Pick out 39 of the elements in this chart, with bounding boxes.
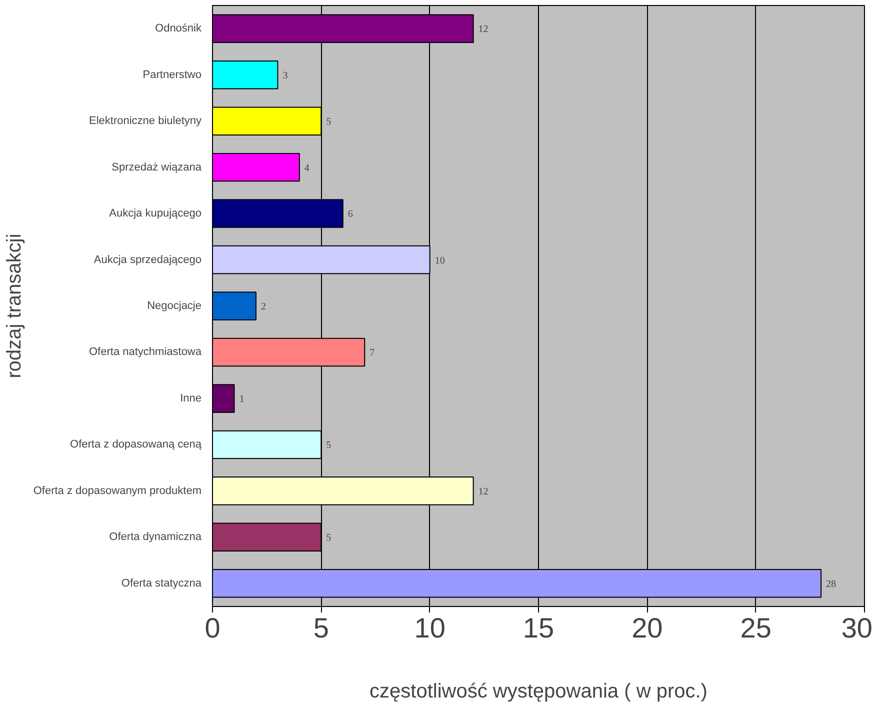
y-tick-label: Aukcja sprzedającego bbox=[94, 254, 202, 266]
data-label: 12 bbox=[478, 486, 488, 498]
data-label: 6 bbox=[348, 209, 353, 220]
y-tick-label: Negocjacje bbox=[147, 300, 202, 312]
y-tick-label: Inne bbox=[180, 392, 202, 404]
data-label: 2 bbox=[260, 302, 266, 312]
y-tick-label: Oferta natychmiastowa bbox=[89, 346, 202, 358]
data-label: 1 bbox=[239, 394, 244, 405]
y-tick-label: Oferta statyczna bbox=[121, 577, 202, 590]
data-label: 28 bbox=[826, 578, 836, 590]
bar bbox=[212, 60, 278, 90]
y-tick-label: Oferta z dopasowanym produktem bbox=[33, 484, 202, 497]
y-tick-label: Odnośnik bbox=[155, 22, 202, 35]
x-axis-title: częstotliwość występowania ( w proc.) bbox=[370, 680, 708, 702]
x-tick-label: 10 bbox=[414, 612, 446, 644]
bar bbox=[212, 292, 256, 320]
y-tick-label: Aukcja kupującego bbox=[109, 208, 202, 220]
bar bbox=[212, 384, 235, 413]
y-axis-title: rodzaj transakcji bbox=[3, 234, 26, 378]
data-label: 10 bbox=[434, 255, 445, 266]
data-label: 4 bbox=[304, 162, 310, 174]
data-label: 7 bbox=[370, 348, 375, 359]
data-label: 5 bbox=[326, 440, 332, 452]
x-tick-label: 30 bbox=[841, 612, 873, 644]
y-tick-label: Partnerstwo bbox=[142, 68, 202, 81]
y-tick-label: Elektroniczne biuletyny bbox=[88, 115, 202, 128]
y-tick-label: Oferta dynamiczna bbox=[109, 531, 202, 544]
data-label: 5 bbox=[326, 116, 332, 128]
y-tick-label: Sprzedaż wiązana bbox=[112, 161, 202, 174]
y-tick-label: Oferta z dopasowaną ceną bbox=[70, 438, 202, 451]
x-tick-label: 15 bbox=[522, 612, 554, 644]
x-tick-label: 25 bbox=[740, 612, 772, 644]
data-label: 5 bbox=[326, 532, 332, 544]
bar bbox=[212, 152, 300, 182]
data-label: 12 bbox=[478, 24, 488, 36]
x-tick-label: 20 bbox=[632, 612, 663, 644]
x-tick-label: 0 bbox=[204, 612, 220, 644]
data-label: 3 bbox=[282, 70, 288, 82]
x-tick-label: 5 bbox=[313, 612, 329, 644]
